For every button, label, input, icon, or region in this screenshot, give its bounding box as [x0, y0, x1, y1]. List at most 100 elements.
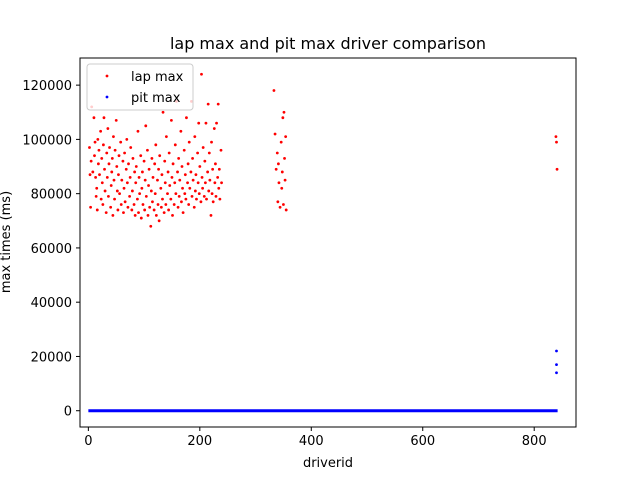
y-tick-label: 80000: [31, 188, 72, 203]
lap-max-point: [127, 162, 130, 166]
lap-max-point: [174, 192, 178, 196]
x-tick-label: 0: [84, 434, 92, 449]
lap-max-point: [215, 121, 218, 125]
lap-max-point: [143, 178, 147, 182]
lap-max-point: [171, 213, 174, 217]
chart-title: lap max and pit max driver comparison: [170, 34, 486, 53]
lap-max-point: [197, 192, 201, 196]
lap-max-point: [125, 181, 129, 185]
lap-max-point: [131, 156, 135, 160]
legend-lap-max-marker: [105, 74, 109, 78]
y-tick-label: 0: [64, 405, 72, 420]
lap-max-point: [186, 162, 190, 166]
lap-max-point: [114, 119, 118, 122]
lap-max-point: [93, 140, 97, 144]
lap-max-point: [190, 194, 194, 198]
lap-max-point: [173, 143, 177, 147]
lap-max-point: [200, 175, 204, 179]
lap-max-point: [167, 151, 171, 155]
lap-max-point: [199, 200, 203, 204]
lap-max-point: [158, 154, 162, 158]
lap-max-point: [217, 186, 221, 190]
lap-max-point: [213, 181, 217, 185]
y-tick-label: 100000: [22, 133, 72, 148]
x-tick-label: 400: [299, 434, 324, 449]
lap-max-point: [146, 148, 149, 152]
lap-max-point: [216, 102, 220, 106]
lap-max-point: [156, 178, 159, 182]
lap-max-point: [209, 213, 213, 217]
lap-max-point: [130, 208, 134, 212]
lap-max-point: [146, 213, 150, 217]
lap-max-point: [273, 132, 277, 136]
lap-max-point: [138, 192, 142, 196]
lap-max-point: [210, 140, 213, 144]
lap-max-point: [186, 181, 189, 185]
lap-max-point: [94, 175, 98, 179]
lap-max-point: [137, 175, 141, 179]
lap-max-point: [110, 170, 114, 174]
lap-max-point: [181, 186, 184, 190]
y-tick-label: 120000: [22, 79, 72, 94]
lap-max-point: [284, 208, 288, 212]
lap-max-point: [197, 121, 201, 125]
lap-max-point: [191, 178, 195, 182]
lap-max-point: [123, 200, 127, 204]
lap-max-point: [555, 167, 559, 171]
pit-max-point: [555, 371, 558, 375]
lap-max-point: [134, 181, 138, 185]
legend-box: [86, 63, 194, 111]
lap-max-point: [189, 170, 193, 174]
lap-max-point: [130, 189, 134, 193]
lap-max-point: [117, 154, 121, 158]
lap-max-point: [120, 178, 124, 182]
lap-max-point: [183, 192, 187, 196]
lap-max-point: [284, 135, 288, 139]
lap-max-point: [277, 181, 281, 185]
lap-max-point: [152, 208, 156, 212]
lap-max-point: [154, 213, 158, 217]
lap-max-point: [193, 189, 197, 193]
lap-max-point: [142, 159, 146, 163]
lap-max-point: [150, 156, 154, 160]
lap-max-point: [161, 197, 164, 201]
lap-max-point: [129, 146, 133, 149]
lap-max-point: [280, 170, 284, 174]
lap-max-point: [88, 146, 91, 149]
lap-max-point: [96, 137, 100, 141]
y-tick-label: 60000: [31, 242, 72, 257]
lap-max-point: [180, 200, 183, 204]
lap-max-point: [134, 165, 138, 168]
lap-max-point: [100, 181, 104, 185]
lap-max-point: [128, 175, 132, 179]
y-tick-label: 20000: [31, 350, 72, 365]
y-tick-label: 40000: [31, 296, 72, 311]
lap-max-point: [272, 89, 276, 92]
lap-max-point: [157, 219, 161, 223]
lap-max-point: [125, 137, 129, 141]
lap-max-point: [161, 110, 165, 114]
lap-max-point: [196, 151, 199, 155]
lap-max-point: [179, 129, 183, 133]
lap-max-point: [187, 203, 191, 206]
lap-max-point: [201, 186, 205, 190]
lap-max-point: [214, 162, 217, 166]
lap-max-point: [196, 181, 200, 185]
lap-max-point: [182, 148, 186, 152]
lap-max-point: [124, 167, 128, 171]
lap-max-point: [217, 167, 221, 171]
lap-max-point: [148, 205, 152, 209]
lap-max-point: [156, 203, 160, 206]
lap-max-point: [195, 197, 198, 201]
lap-max-point: [106, 127, 110, 130]
lap-max-point: [99, 197, 103, 201]
lap-max-point: [171, 162, 175, 166]
lap-max-point: [108, 146, 111, 149]
lap-max-point: [139, 154, 143, 158]
lap-max-point: [169, 119, 173, 122]
legend-lap-max-label: lap max: [131, 70, 184, 85]
lap-max-point: [122, 186, 126, 190]
legend-pit-max-label: pit max: [131, 91, 181, 106]
lap-max-point: [188, 186, 192, 190]
lap-max-point: [218, 197, 222, 201]
